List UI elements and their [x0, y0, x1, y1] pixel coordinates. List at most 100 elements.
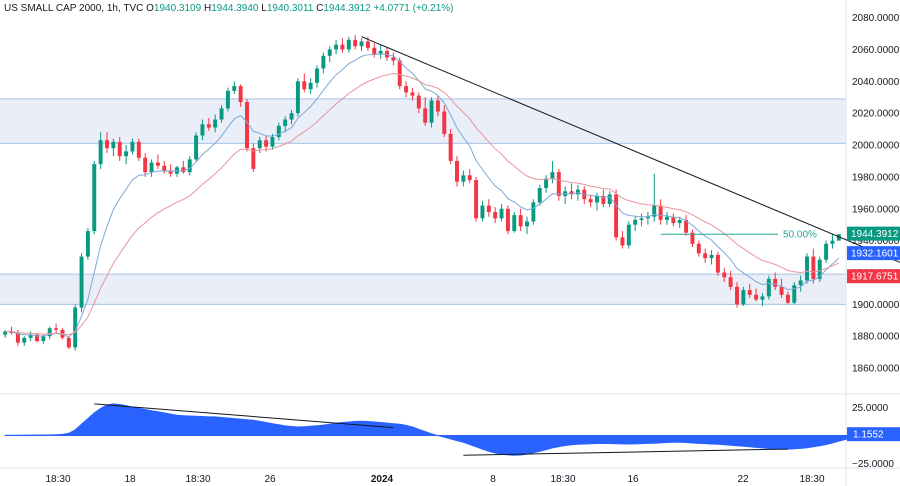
candle-body — [410, 92, 415, 96]
candle-body — [85, 231, 90, 257]
candle-body — [117, 141, 122, 157]
symbol-name[interactable]: US SMALL CAP 2000, 1h, TVC — [4, 3, 144, 14]
x-tick-label: 18 — [124, 474, 136, 485]
candle — [544, 175, 549, 193]
candle-body — [257, 140, 262, 149]
candle — [735, 282, 739, 308]
y-tick-label: 1900.0000 — [852, 300, 900, 311]
candle-body — [722, 272, 727, 278]
candle — [486, 199, 491, 217]
candle — [353, 35, 358, 50]
candle-body — [461, 175, 466, 182]
candle-body — [550, 172, 555, 179]
candle — [556, 168, 561, 201]
candle-body — [251, 148, 256, 169]
candle — [251, 143, 256, 173]
candle — [817, 256, 822, 283]
candle — [35, 333, 39, 343]
candle — [111, 138, 116, 157]
candle — [175, 165, 179, 177]
candle-body — [525, 221, 529, 227]
osc-value-tag: 1.1552 — [847, 427, 900, 442]
candle-body — [194, 135, 199, 160]
candle-body — [773, 278, 778, 287]
candle-body — [3, 331, 8, 335]
candle — [512, 211, 517, 233]
candle — [289, 109, 294, 125]
candle-body — [92, 164, 97, 232]
candle — [391, 52, 396, 66]
candle-body — [391, 57, 396, 61]
candle — [525, 216, 529, 235]
candle-body — [245, 102, 249, 149]
candle-body — [556, 172, 561, 197]
candle — [378, 44, 383, 59]
candle-body — [741, 290, 746, 305]
fib-level-label: 50.00% — [783, 229, 817, 240]
candle — [582, 186, 587, 204]
change-value: +4.0771 (+0.21%) — [373, 3, 454, 14]
candle — [181, 160, 186, 174]
candle — [505, 205, 510, 235]
candle — [626, 221, 631, 249]
candle — [73, 304, 78, 351]
candle-body — [836, 234, 841, 241]
candle-body — [136, 141, 141, 158]
candle-body — [512, 215, 517, 232]
candle — [442, 105, 447, 138]
candle — [3, 329, 8, 338]
candle — [773, 272, 778, 291]
candles — [3, 35, 841, 351]
candle-body — [41, 336, 46, 342]
candle — [168, 164, 173, 177]
candle — [416, 92, 421, 114]
candle — [308, 78, 313, 95]
candle — [741, 286, 746, 306]
candle — [665, 211, 669, 225]
candle — [805, 253, 809, 284]
time-axis: 18:30 18 18:30 26 2024 8 18:30 16 22 18:30 — [45, 474, 824, 485]
candle-body — [308, 82, 313, 90]
y-tick-label: 2080.0000 — [852, 13, 900, 24]
candle — [225, 87, 230, 112]
candle — [334, 39, 339, 55]
candle — [785, 291, 790, 305]
oscillator-area — [4, 403, 865, 456]
drawings: 50.00% — [361, 36, 900, 263]
candle — [149, 159, 154, 177]
candle — [136, 138, 141, 161]
candle-body — [474, 180, 479, 219]
candle-body — [340, 44, 345, 50]
candle-body — [238, 86, 243, 103]
price-tag-label: 1932.1601 — [851, 249, 899, 260]
candle-body — [735, 286, 739, 305]
candle-body — [28, 334, 33, 338]
candle-body — [690, 232, 695, 244]
candle — [493, 207, 498, 224]
candle-body — [747, 290, 752, 295]
candle-body — [295, 81, 300, 114]
candle — [620, 231, 625, 249]
candle-body — [703, 253, 708, 259]
zone-band — [0, 274, 846, 305]
candle-body — [346, 39, 351, 50]
candle-body — [645, 216, 650, 219]
y-tick-label: 2000.0000 — [852, 141, 900, 152]
candle — [709, 250, 714, 265]
x-tick-label: 18:30 — [550, 474, 575, 485]
candle — [645, 211, 650, 225]
candle — [66, 336, 71, 349]
candle-body — [276, 125, 281, 138]
candle-body — [569, 191, 574, 195]
candle-body — [792, 285, 797, 303]
high-value: 1944.3940 — [211, 3, 259, 14]
candle-body — [493, 211, 498, 219]
candle-body — [47, 328, 52, 337]
candle — [92, 160, 97, 235]
y-tick-label: 1880.0000 — [852, 332, 900, 343]
candle-body — [652, 205, 657, 217]
candle — [684, 215, 689, 236]
candle — [715, 251, 720, 276]
candle — [264, 135, 269, 152]
